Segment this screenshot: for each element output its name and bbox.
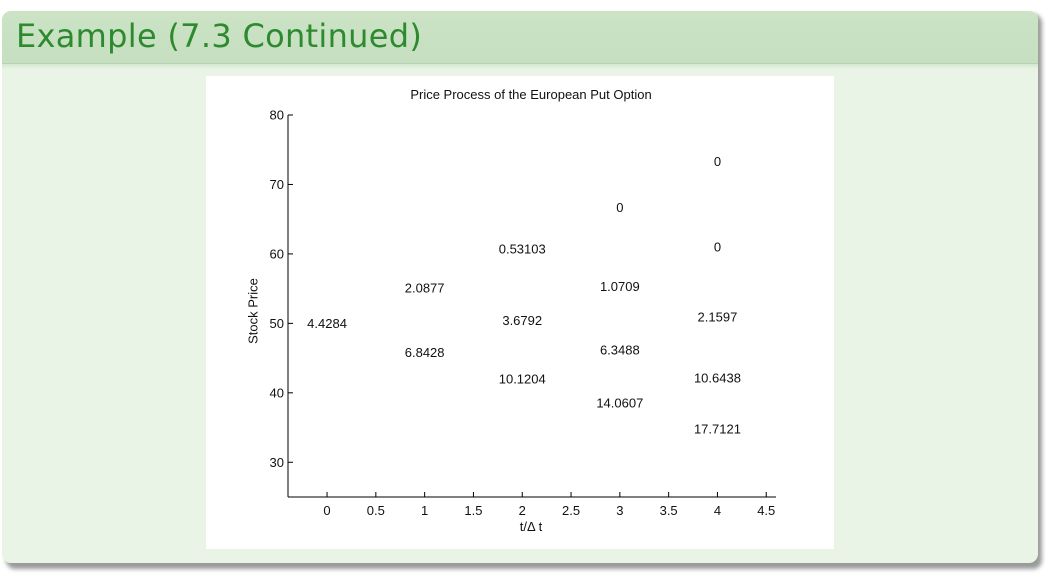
data-point-label: 0 [714, 154, 721, 169]
y-axis-label: Stock Price [245, 278, 261, 344]
data-point-label: 6.8428 [405, 345, 445, 360]
x-tick-label: 3 [616, 503, 623, 518]
data-point-label: 2.0877 [405, 280, 445, 295]
title-shade [2, 64, 1038, 69]
x-tick-label: 2.5 [562, 503, 580, 518]
data-point-label: 4.4284 [307, 316, 347, 331]
data-point-label: 3.6792 [502, 313, 542, 328]
x-ticks: 0 0.5 1 1.5 2 2.5 3 3.5 4 4.5 [323, 492, 775, 518]
x-tick-label: 4.5 [757, 503, 775, 518]
frame-title: Example (7.3 Continued) [16, 17, 423, 55]
chart-title: Price Process of the European Put Option [410, 87, 652, 102]
data-labels: 4.4284 2.0877 6.8428 0.53103 3.6792 10.1204 0 1… [307, 154, 741, 436]
y-ticks: 30 40 50 60 70 80 [270, 108, 293, 470]
x-tick-label: 1 [421, 503, 428, 518]
x-tick-label: 0.5 [367, 503, 385, 518]
data-point-label: 10.1204 [499, 371, 546, 386]
data-point-label: 0 [714, 239, 721, 254]
x-tick-label: 1.5 [464, 503, 482, 518]
chart-figure: 0 0.5 1 1.5 2 2.5 3 3.5 4 4.5 30 40 50 60 70 80 4.4284… [206, 76, 834, 549]
x-tick-label: 0 [323, 503, 330, 518]
y-tick-label: 80 [270, 108, 284, 123]
data-point-label: 1.0709 [600, 279, 640, 294]
data-point-label: 0 [616, 200, 623, 215]
data-point-label: 2.1597 [698, 310, 738, 325]
x-tick-label: 2 [519, 503, 526, 518]
data-point-label: 10.6438 [694, 371, 741, 386]
x-tick-label: 3.5 [660, 503, 678, 518]
x-axis-label: t/Δ t [519, 519, 543, 534]
data-point-label: 14.0607 [596, 396, 643, 411]
axes [287, 115, 776, 498]
data-point-label: 17.7121 [694, 421, 741, 436]
y-tick-label: 40 [270, 385, 284, 400]
data-point-label: 6.3488 [600, 342, 640, 357]
data-point-label: 0.53103 [499, 242, 546, 257]
y-tick-label: 60 [270, 246, 284, 261]
y-tick-label: 30 [270, 455, 284, 470]
frame-title-bar: Example (7.3 Continued) [2, 11, 1038, 64]
y-tick-label: 70 [270, 177, 284, 192]
x-tick-label: 4 [714, 503, 721, 518]
y-tick-label: 50 [270, 316, 284, 331]
chart-svg: 0 0.5 1 1.5 2 2.5 3 3.5 4 4.5 30 40 50 60 70 80 4.4284… [270, 108, 776, 518]
